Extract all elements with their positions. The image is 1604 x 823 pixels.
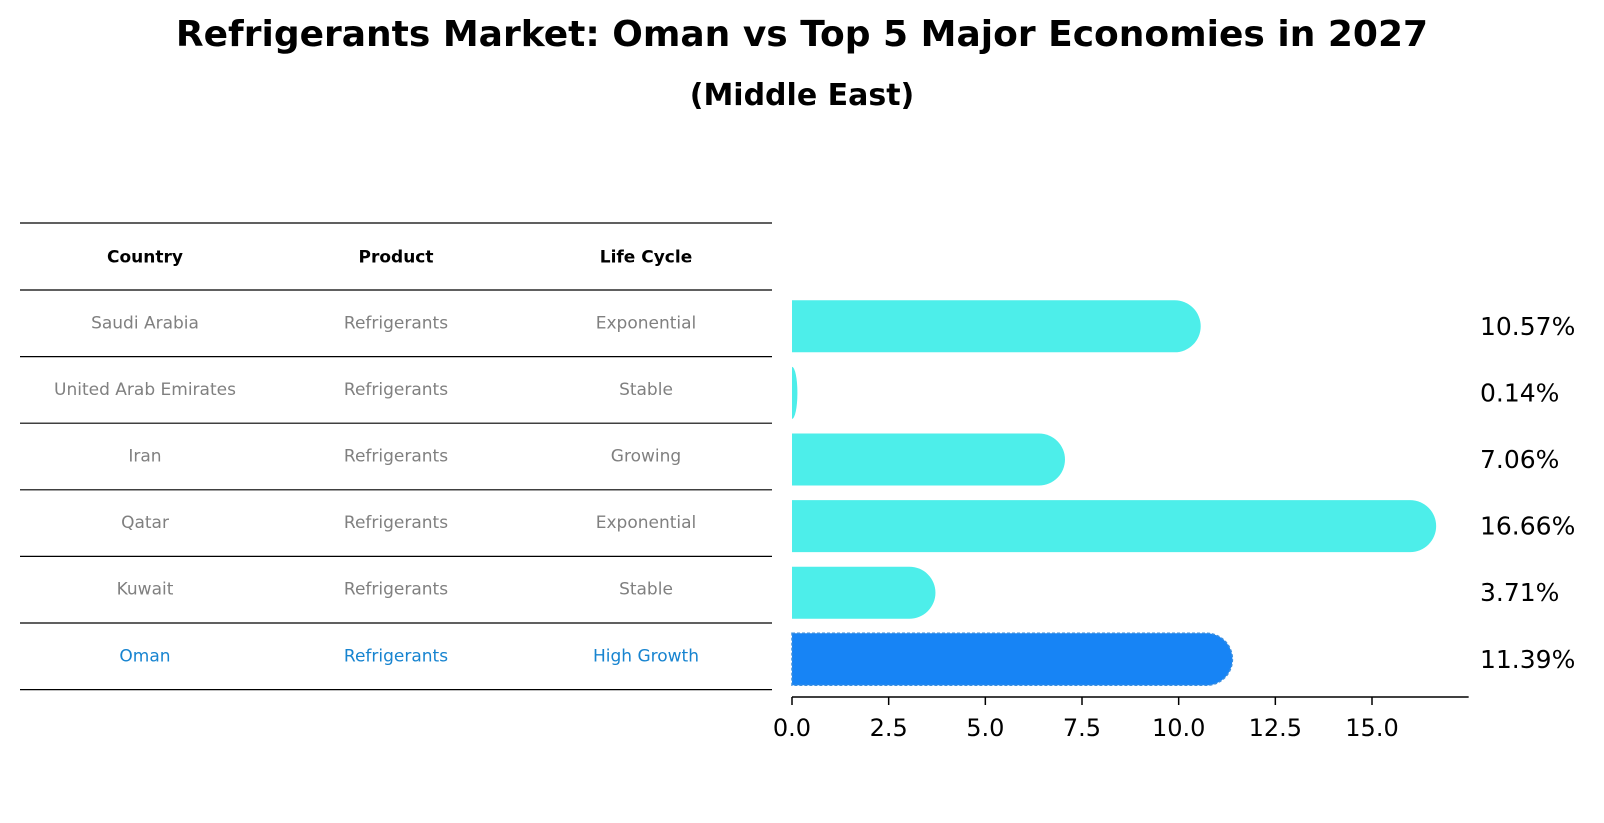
table-cell: Oman: [119, 646, 170, 666]
bar-value-label: 10.57%: [1480, 312, 1575, 341]
table-cell: Refrigerants: [344, 580, 448, 600]
bar-value-label: 11.39%: [1480, 645, 1575, 674]
table-cell: Growing: [611, 447, 681, 467]
table-cell: Refrigerants: [344, 313, 448, 333]
bar: [792, 500, 1437, 553]
bar-value-label: 3.71%: [1480, 578, 1559, 607]
table-cell: Stable: [619, 580, 673, 600]
table-cell: Exponential: [596, 513, 697, 533]
table-cell: Qatar: [121, 513, 169, 533]
x-tick-label: 2.5: [870, 714, 908, 742]
table-cell: Refrigerants: [344, 380, 448, 400]
table-cell: Refrigerants: [344, 447, 448, 467]
table-cell: Kuwait: [117, 580, 174, 600]
chart-title: Refrigerants Market: Oman vs Top 5 Major…: [175, 14, 1429, 55]
table-cell: Refrigerants: [344, 513, 448, 533]
table-header-cell: Life Cycle: [600, 248, 693, 268]
bar: [791, 632, 1234, 687]
x-tick-label: 5.0: [966, 714, 1004, 742]
table-cell: High Growth: [593, 646, 699, 666]
x-tick-label: 7.5: [1063, 714, 1101, 742]
table-cell: Exponential: [596, 313, 697, 333]
x-tick-label: 0.0: [773, 714, 811, 742]
chart-subtitle: (Middle East): [689, 78, 915, 113]
table-cell: Saudi Arabia: [91, 313, 199, 333]
bar: [792, 366, 798, 419]
table-cell: Iran: [128, 447, 161, 467]
x-tick-label: 12.5: [1249, 714, 1302, 742]
bar: [792, 300, 1201, 353]
bar-value-label: 16.66%: [1480, 512, 1575, 541]
table-cell: Refrigerants: [344, 646, 448, 666]
table-cell: United Arab Emirates: [54, 380, 236, 400]
table-cell: Stable: [619, 380, 673, 400]
table-header-cell: Country: [107, 248, 183, 268]
bar: [792, 433, 1065, 486]
x-tick-label: 15.0: [1345, 714, 1398, 742]
x-tick-label: 10.0: [1152, 714, 1205, 742]
bar-value-label: 7.06%: [1480, 445, 1559, 474]
table-header-cell: Product: [359, 248, 434, 268]
bar: [792, 566, 936, 619]
bar-value-label: 0.14%: [1480, 378, 1559, 407]
